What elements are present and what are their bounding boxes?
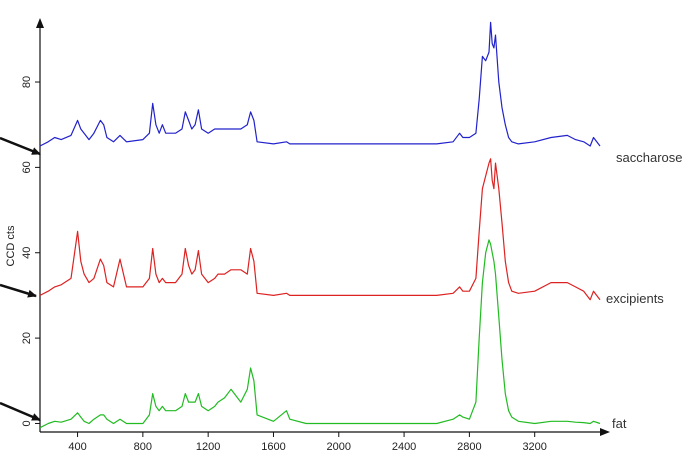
x-tick-label: 1600 [261, 441, 285, 453]
y-axis-arrow [36, 18, 44, 28]
x-tick-label: 800 [134, 441, 152, 453]
x-tick-label: 2400 [392, 441, 416, 453]
y-axis-label: CCD cts [5, 225, 17, 266]
series-line-excipients [39, 158, 601, 301]
y-tick-label: 60 [21, 161, 33, 173]
series-label-saccharose: saccharose [616, 150, 682, 165]
y-tick-label: 20 [21, 332, 33, 344]
x-tick-label: 1200 [196, 441, 220, 453]
y-tick-label: 0 [21, 420, 33, 426]
y-tick-label: 40 [21, 247, 33, 259]
x-tick-label: 2000 [327, 441, 351, 453]
series-line-saccharose [39, 21, 601, 147]
arrow-excipients [0, 283, 37, 298]
series-line-fat [39, 239, 601, 429]
x-tick-label: 3200 [522, 441, 546, 453]
series-layer [39, 21, 601, 429]
y-tick-label: 80 [21, 76, 33, 88]
arrow-fat [0, 401, 41, 422]
arrow-saccharose [0, 136, 41, 156]
x-tick-label: 400 [68, 441, 86, 453]
series-label-excipients: excipients [606, 291, 664, 306]
tick-group: 400 800 1200 1600 2000 2400 2800 3200 0 20 40 60 80 [21, 76, 547, 453]
axes [36, 18, 610, 436]
x-tick-label: 2800 [457, 441, 481, 453]
series-label-fat: fat [612, 416, 627, 431]
x-axis-arrow [600, 428, 610, 436]
